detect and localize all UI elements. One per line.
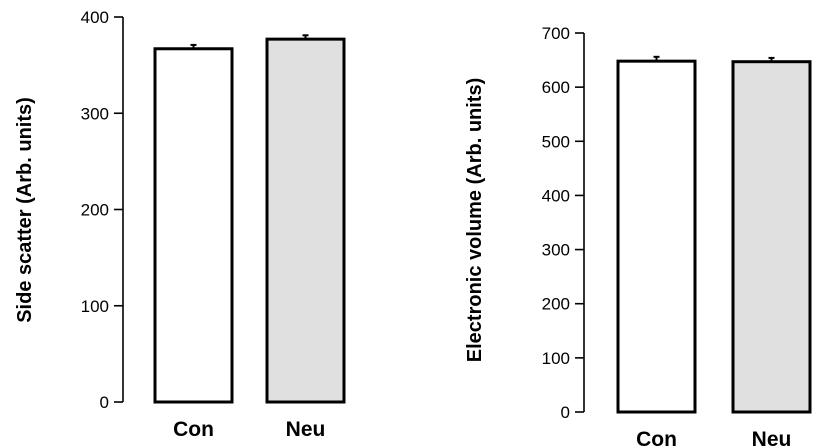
bar — [265, 37, 346, 404]
y-tick-label: 700 — [542, 24, 570, 43]
bar — [731, 60, 812, 414]
y-tick-label: 400 — [542, 186, 570, 205]
plot-area: 0 100 200 300 400 500 600 700 Con Neu — [542, 24, 812, 446]
y-tick-label: 0 — [561, 403, 570, 422]
y-tick-label: 500 — [542, 132, 570, 151]
bar — [153, 47, 234, 404]
category-label: Con — [636, 428, 677, 446]
y-tick-label: 200 — [542, 295, 570, 314]
y-tick-label: 0 — [100, 393, 109, 412]
chart-panel-side-scatter: Side scatter (Arb. units) 0 100 200 300 400 C… — [14, 8, 346, 441]
y-tick-label: 300 — [542, 241, 570, 260]
y-tick-label: 400 — [81, 8, 109, 27]
y-tick-label: 600 — [542, 78, 570, 97]
category-label: Neu — [286, 418, 326, 441]
category-label: Neu — [752, 428, 792, 446]
y-axis-title: Electronic volume (Arb. units) — [464, 78, 486, 362]
y-tick-label: 100 — [542, 349, 570, 368]
y-axis-title: Side scatter (Arb. units) — [14, 97, 36, 323]
bar — [616, 59, 697, 414]
y-tick-label: 300 — [81, 104, 109, 123]
y-tick-label: 200 — [81, 201, 109, 220]
chart-panel-electronic-volume: Electronic volume (Arb. units) 0 100 200 30… — [464, 24, 812, 446]
y-tick-label: 100 — [81, 297, 109, 316]
category-label: Con — [173, 418, 214, 441]
plot-area: 0 100 200 300 400 Con Neu — [81, 8, 346, 441]
